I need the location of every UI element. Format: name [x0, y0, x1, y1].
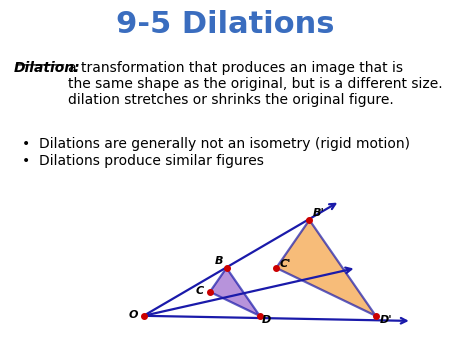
Text: B: B [214, 257, 223, 266]
Text: 9-5 Dilations: 9-5 Dilations [116, 10, 334, 39]
Text: •  Dilations produce similar figures: • Dilations produce similar figures [22, 154, 265, 168]
Text: D: D [262, 315, 271, 325]
Text: C': C' [279, 259, 291, 269]
Polygon shape [276, 220, 376, 316]
Text: a transformation that produces an image that is
the same shape as the original, : a transformation that produces an image … [68, 61, 450, 107]
Text: O: O [128, 310, 138, 319]
Polygon shape [210, 268, 260, 316]
Text: D': D' [380, 315, 393, 324]
Text: •  Dilations are generally not an isometry (rigid motion): • Dilations are generally not an isometr… [22, 137, 410, 151]
Text: B': B' [313, 208, 324, 218]
Text: C: C [196, 286, 204, 296]
Text: Dilation:: Dilation: [14, 61, 80, 75]
